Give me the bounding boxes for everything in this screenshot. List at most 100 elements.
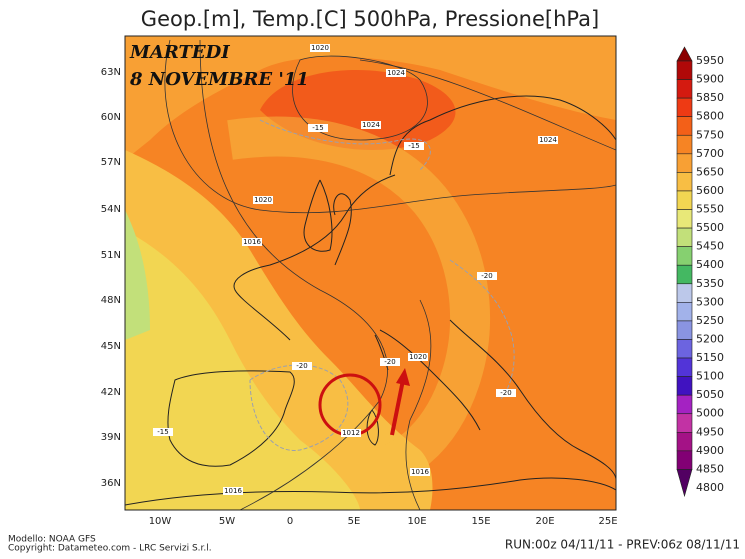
contour-label-bg [153,428,173,436]
map-fill [125,36,616,160]
colorbar-swatch [676,283,693,303]
contour-label: -20 [500,389,511,397]
map-frame [124,35,617,511]
colorbar-label: 5900 [696,73,724,86]
arrow-shaft [390,379,405,436]
contour-label-bg [341,429,361,437]
contour-label: 1016 [243,238,261,246]
lat-label: 48N [101,295,121,306]
footer-run: RUN:00z 04/11/11 - PREV:06z 08/11/11 [505,538,740,552]
colorbar-label: 5400 [696,258,724,271]
lat-label: 60N [101,112,121,123]
footer-copyright: Copyright: Datameteo.com - LRC Servizi S… [8,544,212,554]
arrow-head [396,368,410,386]
colorbar-swatch [676,450,693,470]
colorbar-swatch [676,227,693,247]
contour-label-bg [380,358,400,366]
contour-label: 1020 [311,44,329,52]
colorbar-label: 5250 [696,314,724,327]
colorbar-swatch [676,357,693,377]
lon-label: 5W [219,516,235,527]
colorbar-label: 5950 [696,54,724,67]
colorbar-swatch [676,190,693,210]
colorbar-label: 5150 [696,351,724,364]
contour-label-bg [223,487,243,495]
contour-label: 1024 [539,136,557,144]
colorbar-label: 5500 [696,221,724,234]
colorbar-label: 5200 [696,332,724,345]
colorbar-swatch [676,153,693,173]
contour-label: -15 [157,428,168,436]
contour-label: -20 [481,272,492,280]
lon-label: 25E [598,516,617,527]
footer-model: Modello: NOAA GFS [8,535,96,545]
contour-label: 1016 [411,468,429,476]
colorbar-label: 5350 [696,277,724,290]
lon-label: 10E [407,516,426,527]
lon-label: 10W [149,516,172,527]
contour-label: 1020 [254,196,272,204]
contour-label-bg [361,121,381,129]
colorbar-label: 5450 [696,240,724,253]
contour-label-bg [310,44,330,52]
colorbar-swatch [676,320,693,340]
contour-label: -15 [312,124,323,132]
lat-label: 42N [101,387,121,398]
lon-label: 20E [535,516,554,527]
overlay-day: MARTEDI [129,42,230,63]
colorbar-label: 5800 [696,110,724,123]
colorbar-label: 5000 [696,407,724,420]
colorbar-swatch [676,172,693,192]
contour-label: 1012 [342,429,360,437]
contour-label-bg [408,353,428,361]
colorbar-swatch [676,413,693,433]
contour-label-bg [253,196,273,204]
isobars [164,39,616,510]
map-fill [125,210,150,340]
colorbar-swatch [676,432,693,452]
contour-label-bg [242,238,262,246]
contour-label: 1016 [224,487,242,495]
lat-label: 63N [101,67,121,78]
colorbar-label: 4950 [696,425,724,438]
contour-label-bg [404,142,424,150]
colorbar-swatch [676,60,693,80]
contour-label: 1020 [409,353,427,361]
lat-label: 57N [101,157,121,168]
colorbar-label: 5600 [696,184,724,197]
colorbar-label: 5650 [696,165,724,178]
contour-label: -15 [408,142,419,150]
contour-label-bg [308,124,328,132]
colorbar-swatch [676,134,693,155]
map-fill [227,116,490,490]
contour-label-bg [292,362,312,370]
colorbar-swatch [676,339,693,359]
map-title: Geop.[m], Temp.[C] 500hPa, Pressione[hPa… [141,7,599,31]
colorbar-swatch [676,302,693,322]
lat-label: 45N [101,341,121,352]
colorbar-swatch [676,394,693,415]
colorbar-swatch [676,209,693,229]
contour-label-bg [386,69,406,77]
contour-label-bg [538,136,558,144]
colorbar-swatch [676,116,693,136]
colorbar-label: 4850 [696,462,724,475]
colorbar-swatch [676,264,693,285]
lat-label: 39N [101,432,121,443]
lat-label: 36N [101,478,121,489]
lon-label: 0 [287,516,293,527]
contour-label-bg [496,389,516,397]
colorbar-swatch [676,246,693,266]
map-fill [125,230,360,510]
lat-label: 51N [101,250,121,261]
lon-label: 15E [471,516,490,527]
colorbar-cap [676,469,693,498]
colorbar-label: 5700 [696,147,724,160]
contour-label: -20 [296,362,307,370]
contour-label: 1024 [362,121,380,129]
colorbar-label: 5850 [696,91,724,104]
overlay-date: 8 NOVEMBRE '11 [129,69,309,90]
colorbar-label: 4900 [696,444,724,457]
contour-label: -20 [384,358,395,366]
